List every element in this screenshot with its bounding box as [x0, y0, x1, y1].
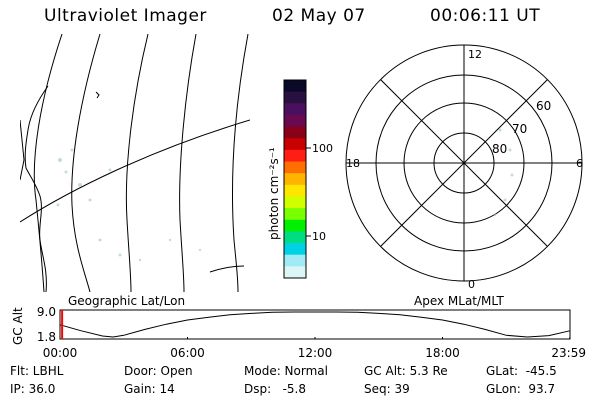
mlat-label-80: 80	[492, 142, 507, 156]
x-tick-label: 23:59	[551, 346, 586, 360]
colorbar-segment	[284, 161, 306, 174]
colorbar-segment	[284, 196, 306, 209]
date-label: 02 May 07	[272, 6, 366, 26]
colorbar-unit-label: photon cm⁻²s⁻¹	[267, 147, 281, 240]
colorbar: 100 10 photon cm⁻²s⁻¹	[267, 79, 333, 279]
geo-panel-label: Geographic Lat/Lon	[68, 294, 185, 308]
colorbar-tick-label: 100	[312, 142, 333, 155]
colorbar-tick-label: 10	[312, 230, 326, 243]
polar-aurora-speckle	[493, 128, 514, 217]
mlat-label-60: 60	[536, 99, 551, 113]
x-tick-label: 00:00	[43, 346, 78, 360]
colorbar-segment	[284, 80, 306, 93]
y-tick-label: 9.0	[37, 305, 56, 319]
info-mode: Mode: Normal	[244, 364, 328, 378]
mlt-label-6: 6	[576, 157, 583, 170]
meridian-line	[33, 34, 63, 292]
altitude-series-line	[59, 311, 570, 338]
plot-frame	[59, 309, 571, 340]
altitude-chart: 00:00 06:00 12:00 18:00 23:59 9.0 1.8 GC Alt	[11, 305, 586, 360]
info-glat: GLat: -45.5	[486, 364, 557, 378]
meridian-line	[232, 34, 249, 292]
x-tick-label: 06:00	[170, 346, 205, 360]
apex-polar-panel	[345, 44, 583, 282]
info-dsp: Dsp: -5.8	[244, 382, 307, 396]
colorbar-segment	[284, 243, 306, 256]
y-axis-label: GC Alt	[11, 307, 25, 345]
aurora-speckle	[56, 148, 202, 262]
colorbar-segment	[284, 114, 306, 128]
info-glon: GLon: 93.7	[486, 382, 556, 396]
colorbar-segment	[284, 149, 306, 163]
page-title: Ultraviolet Imager	[44, 6, 207, 26]
colorbar-segment	[284, 231, 306, 244]
mlt-label-12: 12	[468, 48, 482, 61]
info-flt: Flt: LBHL	[10, 364, 64, 378]
info-door: Door: Open	[124, 364, 193, 378]
meridian-line	[71, 34, 101, 292]
colorbar-segment	[284, 208, 306, 221]
colorbar-segment	[284, 184, 306, 197]
colorbar-segment	[284, 173, 306, 186]
info-seq: Seq: 39	[364, 382, 410, 396]
colorbar-segment	[284, 254, 306, 267]
info-ip: IP: 36.0	[10, 382, 56, 396]
x-tick-label: 18:00	[425, 346, 460, 360]
colorbar-segment	[284, 91, 306, 104]
coastline	[95, 91, 100, 99]
info-gain: Gain: 14	[124, 382, 175, 396]
y-tick-label: 1.8	[37, 330, 56, 344]
colorbar-segment	[284, 138, 306, 151]
info-gcalt: GC Alt: 5.3 Re	[364, 364, 448, 378]
coastline	[20, 119, 25, 181]
meridian-line	[125, 34, 149, 292]
time-label: 00:06:11 UT	[430, 6, 541, 26]
geographic-panel	[20, 34, 250, 292]
mlt-line	[380, 79, 548, 247]
latitude-line	[20, 119, 250, 223]
coastline	[209, 265, 245, 273]
colorbar-segment	[284, 126, 306, 139]
x-tick-label: 12:00	[298, 346, 333, 360]
mlat-label-70: 70	[512, 122, 527, 136]
colorbar-segment	[284, 219, 306, 232]
colorbar-segment	[284, 103, 306, 116]
mlt-label-0: 0	[468, 278, 475, 291]
apex-panel-label: Apex MLat/MLT	[414, 294, 504, 308]
colorbar-segment	[284, 266, 306, 279]
mlt-label-18: 18	[346, 157, 360, 170]
meridian-line	[179, 34, 197, 292]
coastline	[24, 85, 49, 292]
